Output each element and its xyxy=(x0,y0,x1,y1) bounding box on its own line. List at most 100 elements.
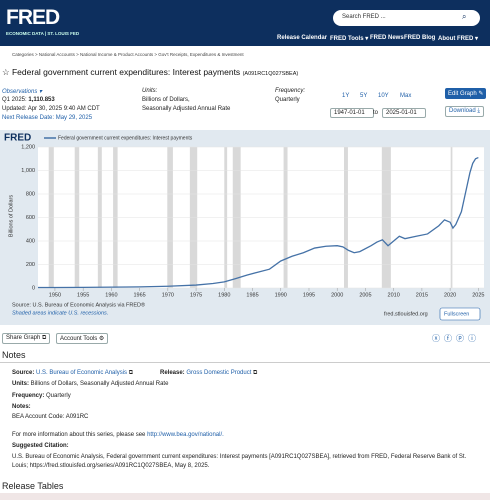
frequency: Quarterly xyxy=(275,97,300,103)
social-icons[interactable]: ⓧⓕⓟⓘ xyxy=(432,334,480,343)
start-date[interactable]: 1947-01-01 xyxy=(330,108,374,118)
more-link[interactable]: http://www.bea.gov/national/. xyxy=(147,432,224,438)
y-tick-label: 1,200 xyxy=(21,144,35,150)
download-label: Download xyxy=(449,108,476,114)
label: Source: xyxy=(12,370,35,376)
updated: Updated: Apr 30, 2025 9:40 AM CDT xyxy=(2,106,100,112)
latest: Q1 2025: 1,110.853 xyxy=(2,97,55,103)
search-box[interactable] xyxy=(333,10,480,26)
fullscreen-label: Fullscreen xyxy=(444,311,469,317)
observations[interactable]: Observations ▾ xyxy=(2,89,43,95)
account-label: Account Tools xyxy=(60,336,98,342)
edit-graph-label: Edit Graph xyxy=(448,91,477,97)
divider xyxy=(0,362,490,363)
frequency-row: Frequency: Quarterly xyxy=(12,393,71,399)
label: Units: xyxy=(12,381,29,387)
download[interactable]: Download ⤓ xyxy=(445,106,485,117)
nav-link[interactable]: FRED Tools ▾ xyxy=(330,36,369,42)
x-tick-label: 1960 xyxy=(105,292,117,298)
more: For more information about this series, … xyxy=(12,432,224,438)
chart: FRED Federal government current expendit… xyxy=(0,130,490,325)
y-tick-label: 200 xyxy=(26,262,35,268)
value: Quarterly xyxy=(46,393,71,399)
x-tick-label: 1970 xyxy=(162,292,174,298)
data-line xyxy=(37,156,479,289)
code: BEA Account Code: A091RC xyxy=(12,414,89,420)
chart-logo: FRED xyxy=(4,133,31,144)
legend-label: Federal government current expenditures:… xyxy=(58,135,193,141)
next-release[interactable]: Next Release Date: May 29, 2025 xyxy=(2,115,93,121)
table-strip xyxy=(0,493,490,500)
x-tick-label: 2010 xyxy=(388,292,400,298)
notes-heading: Notes xyxy=(2,350,26,360)
header: FRED ECONOMIC DATA | ST. LOUIS FED Searc… xyxy=(0,0,490,46)
nav-link[interactable]: FRED Blog xyxy=(404,35,436,41)
units-row: Units: Billions of Dollars, Seasonally A… xyxy=(12,381,168,387)
citation-label: Suggested Citation: xyxy=(12,443,69,449)
x-tick-label: 1975 xyxy=(190,292,202,298)
value: Billions of Dollars, Seasonally Adjusted… xyxy=(30,381,169,387)
range-button[interactable]: 5Y xyxy=(360,93,368,99)
share-label: Share Graph xyxy=(6,335,41,341)
notes-label: Notes: xyxy=(12,404,31,410)
citation: U.S. Bureau of Economic Analysis, Federa… xyxy=(12,454,467,469)
y-tick-label: 1,000 xyxy=(21,168,35,174)
fullscreen-button[interactable] xyxy=(439,307,481,321)
site[interactable]: fred.stlouisfed.org xyxy=(384,311,428,317)
nav-link[interactable]: FRED News xyxy=(370,35,404,41)
source-row: Source: U.S. Bureau of Economic Analysis… xyxy=(12,370,134,376)
y-axis-label: Billions of Dollars xyxy=(8,195,14,237)
x-tick-label: 1950 xyxy=(49,292,61,298)
account-tools[interactable]: Account Tools ⚙ xyxy=(56,333,109,344)
range-button[interactable]: 10Y xyxy=(378,93,389,99)
y-tick-label: 800 xyxy=(26,191,35,197)
share-graph[interactable]: Share Graph ⧉ xyxy=(2,333,51,344)
x-tick-label: 1965 xyxy=(133,292,145,298)
end-date[interactable]: 2025-01-01 xyxy=(382,108,426,118)
x-tick-label: 1990 xyxy=(275,292,287,298)
latest-value: 1,110.853 xyxy=(28,97,55,103)
search-icon[interactable]: ⌕ xyxy=(462,12,467,21)
x-tick-label: 2005 xyxy=(359,292,371,298)
frequency-label: Frequency: xyxy=(275,88,306,94)
label: Notes: xyxy=(12,404,31,410)
series-id: (A091RC1Q027SBEA) xyxy=(242,71,299,77)
y-tick-label: 600 xyxy=(26,215,35,221)
x-tick-label: 1995 xyxy=(303,292,315,298)
tagline: ECONOMIC DATA | ST. LOUIS FED xyxy=(6,31,80,36)
logo[interactable]: FRED xyxy=(6,6,60,29)
x-tick-label: 1955 xyxy=(77,292,89,298)
label: Suggested Citation: xyxy=(12,443,69,449)
chart-source: Source: U.S. Bureau of Economic Analysis… xyxy=(12,301,145,308)
units: Seasonally Adjusted Annual Rate xyxy=(142,106,231,112)
page-title: ☆ Federal government current expenditure… xyxy=(2,67,299,77)
search-placeholder: Search FRED ... xyxy=(342,14,386,20)
source-link[interactable]: U.S. Bureau of Economic Analysis xyxy=(36,370,128,376)
units-label: Units: xyxy=(142,88,158,94)
x-tick-label: 2025 xyxy=(472,292,484,298)
range-button[interactable]: 1Y xyxy=(342,93,350,99)
release-row: Release: Gross Domestic Product ⧉ xyxy=(160,370,258,376)
label: Frequency: xyxy=(12,393,45,399)
edit-graph[interactable]: Edit Graph ✎ xyxy=(445,88,487,99)
x-tick-label: 2020 xyxy=(444,292,456,298)
nav-link[interactable]: About FRED ▾ xyxy=(438,36,479,42)
more-text: For more information about this series, … xyxy=(12,432,146,438)
units: Billions of Dollars, xyxy=(142,97,190,103)
nav-link[interactable]: Release Calendar xyxy=(277,35,328,41)
x-tick-label: 2000 xyxy=(331,292,343,298)
recession-note[interactable]: Shaded areas indicate U.S. recessions. xyxy=(12,310,108,316)
breadcrumb[interactable]: Categories > National Accounts > Nationa… xyxy=(12,52,244,57)
release-tables: Release Tables xyxy=(2,481,64,491)
release-link[interactable]: Gross Domestic Product xyxy=(186,370,252,376)
y-tick-label: 400 xyxy=(26,238,35,244)
to: to xyxy=(373,110,379,116)
label: Release: xyxy=(160,370,185,376)
range-button[interactable]: Max xyxy=(400,93,412,99)
y-tick-label: 0 xyxy=(32,285,35,291)
x-tick-label: 1980 xyxy=(218,292,230,298)
x-tick-label: 2015 xyxy=(416,292,428,298)
x-tick-label: 1985 xyxy=(246,292,258,298)
title: Federal government current expenditures:… xyxy=(11,67,241,77)
